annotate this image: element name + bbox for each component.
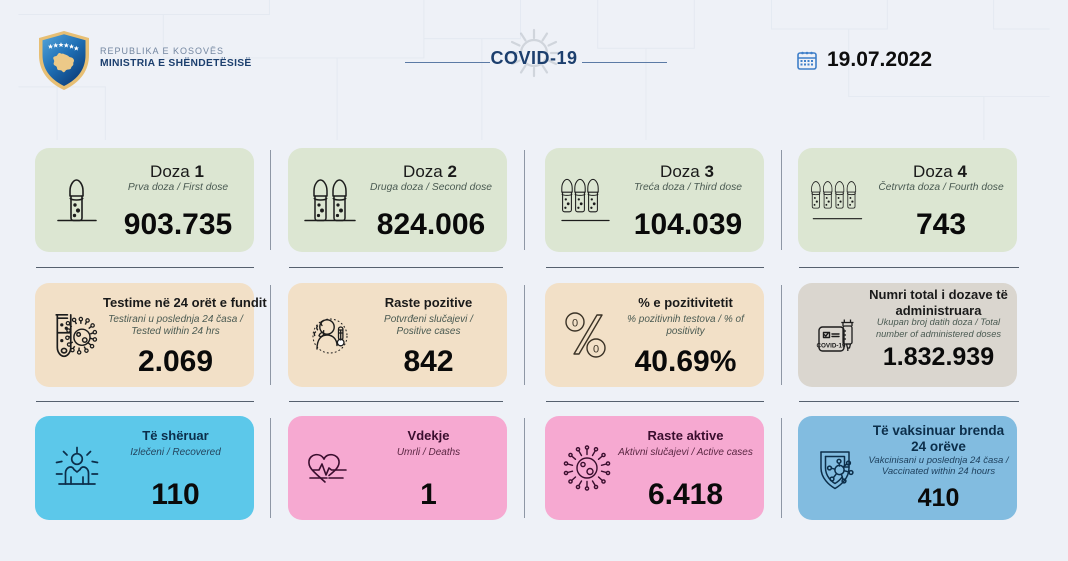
svg-text:COVID-19: COVID-19 — [816, 343, 846, 350]
svg-text:0: 0 — [572, 318, 578, 330]
svg-text:0: 0 — [593, 344, 599, 356]
